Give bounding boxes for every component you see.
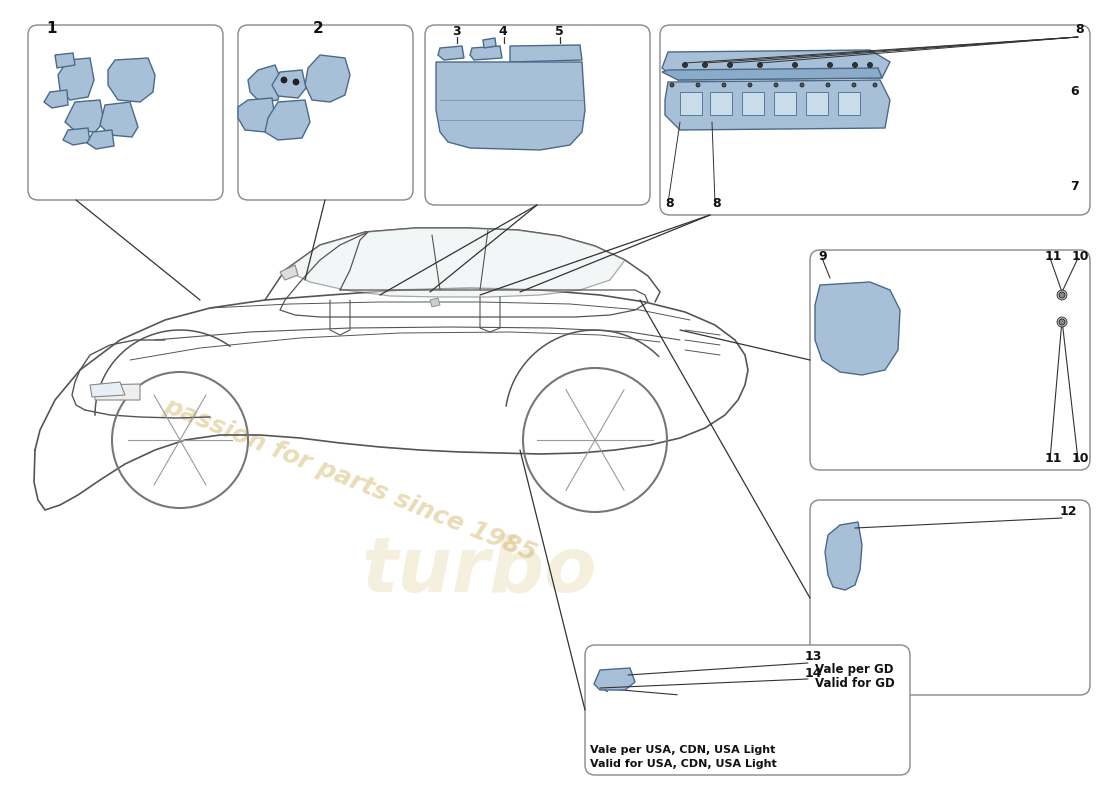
- Text: 8: 8: [666, 197, 673, 210]
- Text: 8: 8: [1075, 23, 1084, 36]
- Text: 9: 9: [818, 250, 826, 263]
- Circle shape: [703, 62, 707, 67]
- Polygon shape: [710, 92, 732, 115]
- Circle shape: [873, 83, 877, 87]
- Circle shape: [774, 83, 778, 87]
- Polygon shape: [825, 522, 862, 590]
- Polygon shape: [280, 265, 298, 280]
- Polygon shape: [662, 68, 882, 80]
- Polygon shape: [63, 128, 90, 145]
- FancyBboxPatch shape: [810, 500, 1090, 695]
- Circle shape: [280, 77, 287, 83]
- Polygon shape: [285, 228, 625, 297]
- Polygon shape: [510, 45, 582, 62]
- Polygon shape: [238, 98, 275, 132]
- Polygon shape: [90, 382, 125, 397]
- Polygon shape: [100, 102, 138, 137]
- Polygon shape: [430, 298, 440, 307]
- Polygon shape: [662, 50, 890, 80]
- Polygon shape: [65, 100, 104, 132]
- Polygon shape: [815, 282, 900, 375]
- FancyBboxPatch shape: [660, 25, 1090, 215]
- Circle shape: [792, 62, 798, 67]
- Text: Vale per GD: Vale per GD: [815, 663, 893, 676]
- Text: Valid for USA, CDN, USA Light: Valid for USA, CDN, USA Light: [590, 759, 777, 769]
- Polygon shape: [742, 92, 764, 115]
- Circle shape: [1057, 317, 1067, 327]
- Text: 2: 2: [314, 21, 323, 36]
- Text: 8: 8: [712, 197, 720, 210]
- Circle shape: [758, 62, 762, 67]
- Circle shape: [1059, 292, 1065, 298]
- FancyBboxPatch shape: [28, 25, 223, 200]
- Circle shape: [852, 83, 856, 87]
- Polygon shape: [55, 53, 75, 68]
- Polygon shape: [666, 80, 890, 130]
- Text: 10: 10: [1072, 250, 1089, 263]
- Circle shape: [748, 83, 752, 87]
- Polygon shape: [594, 668, 635, 690]
- Polygon shape: [87, 130, 114, 149]
- FancyBboxPatch shape: [238, 25, 412, 200]
- Text: Vale per USA, CDN, USA Light: Vale per USA, CDN, USA Light: [590, 745, 776, 755]
- Text: 5: 5: [556, 25, 563, 38]
- Circle shape: [722, 83, 726, 87]
- Polygon shape: [248, 65, 282, 102]
- Circle shape: [293, 79, 299, 85]
- Polygon shape: [58, 58, 94, 100]
- Text: 3: 3: [452, 25, 461, 38]
- Text: Valid for GD: Valid for GD: [815, 677, 894, 690]
- Circle shape: [1057, 290, 1067, 300]
- Text: 10: 10: [1072, 452, 1089, 465]
- Polygon shape: [806, 92, 828, 115]
- Text: 11: 11: [1045, 250, 1063, 263]
- Polygon shape: [436, 62, 585, 150]
- Polygon shape: [44, 90, 68, 108]
- Text: 11: 11: [1045, 452, 1063, 465]
- Circle shape: [682, 62, 688, 67]
- Text: 6: 6: [1070, 85, 1079, 98]
- FancyBboxPatch shape: [810, 250, 1090, 470]
- Text: 1: 1: [46, 21, 56, 36]
- FancyBboxPatch shape: [425, 25, 650, 205]
- Text: 14: 14: [805, 667, 823, 680]
- Polygon shape: [272, 70, 306, 98]
- Polygon shape: [680, 92, 702, 115]
- Polygon shape: [483, 38, 496, 48]
- Circle shape: [670, 83, 674, 87]
- Circle shape: [800, 83, 804, 87]
- Text: passion for parts since 1985: passion for parts since 1985: [161, 394, 540, 566]
- Circle shape: [827, 62, 833, 67]
- Text: 7: 7: [1070, 180, 1079, 193]
- Circle shape: [1059, 319, 1065, 325]
- Polygon shape: [95, 384, 140, 400]
- Text: turbo: turbo: [362, 533, 597, 607]
- Text: 12: 12: [1060, 505, 1078, 518]
- Polygon shape: [838, 92, 860, 115]
- Circle shape: [826, 83, 830, 87]
- Circle shape: [852, 62, 858, 67]
- Polygon shape: [774, 92, 796, 115]
- Polygon shape: [438, 46, 464, 60]
- Polygon shape: [470, 46, 502, 60]
- Circle shape: [868, 62, 872, 67]
- Text: 4: 4: [498, 25, 507, 38]
- Polygon shape: [108, 58, 155, 102]
- Polygon shape: [265, 100, 310, 140]
- Polygon shape: [305, 55, 350, 102]
- FancyBboxPatch shape: [585, 645, 910, 775]
- Text: 13: 13: [805, 650, 823, 663]
- Circle shape: [727, 62, 733, 67]
- Circle shape: [696, 83, 700, 87]
